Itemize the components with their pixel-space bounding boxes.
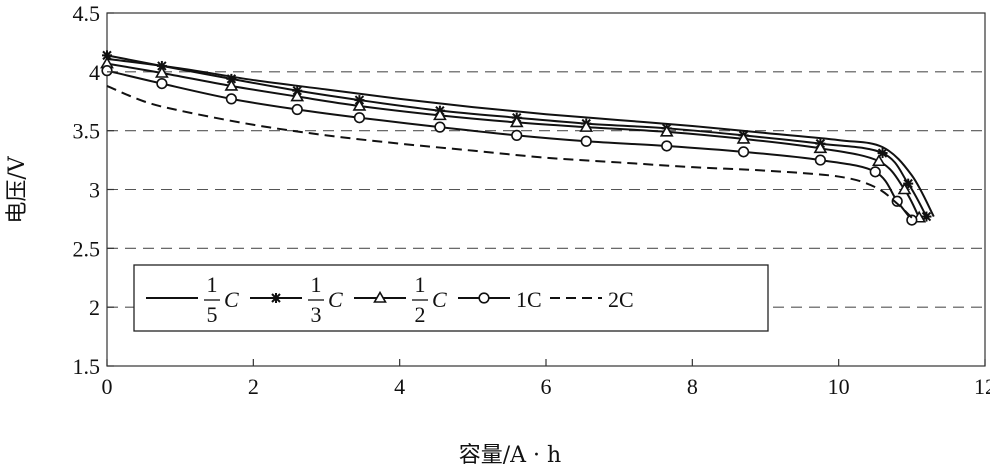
triangle-marker — [872, 154, 886, 167]
legend-numerator: 1 — [207, 272, 218, 297]
triangle-marker — [813, 141, 828, 154]
triangle-marker — [433, 108, 447, 121]
circle-marker — [434, 121, 446, 133]
legend-label: 1C — [516, 287, 542, 312]
series-line — [106, 85, 913, 219]
circle-marker — [906, 214, 918, 226]
triangle-marker — [352, 98, 367, 111]
circle-marker — [661, 140, 673, 152]
y-tick-label: 2 — [89, 295, 100, 320]
circle-marker — [156, 77, 168, 90]
y-tick-label: 4.5 — [73, 1, 101, 26]
y-tick-label: 1.5 — [73, 354, 101, 379]
legend-denominator: 3 — [311, 302, 322, 327]
y-axis-label: 电压/V — [5, 155, 30, 223]
legend-numerator: 1 — [311, 272, 322, 297]
circle-marker — [225, 93, 237, 105]
legend-box — [133, 264, 769, 332]
series-2 — [100, 56, 927, 223]
y-tick-label: 2.5 — [73, 236, 101, 261]
circle-marker — [580, 135, 592, 147]
triangle-marker — [579, 120, 594, 132]
x-tick-label: 6 — [541, 374, 552, 399]
legend-unit: C — [328, 287, 343, 312]
legend-item-3: 1C — [458, 287, 542, 312]
legend-unit: C — [224, 287, 239, 312]
legend-numerator: 1 — [415, 272, 426, 297]
legend-denominator: 5 — [207, 302, 218, 327]
star-marker — [271, 293, 281, 303]
triangle-marker — [373, 290, 387, 303]
triangle-marker — [224, 78, 239, 91]
series-4 — [106, 85, 913, 219]
star-marker — [877, 148, 888, 159]
series-layer — [100, 50, 935, 226]
circle-marker — [353, 112, 366, 124]
legend-denominator: 2 — [415, 302, 426, 327]
series-line — [106, 69, 913, 221]
x-tick-label: 12 — [974, 374, 990, 399]
series-0 — [106, 57, 935, 218]
triangle-marker — [659, 124, 674, 137]
y-tick-label: 3.5 — [73, 119, 101, 144]
circle-marker — [814, 154, 826, 166]
legend-item-2: 1 2C — [354, 272, 447, 327]
y-tick-label: 4 — [89, 60, 100, 85]
series-line — [106, 57, 935, 218]
circle-marker — [511, 129, 523, 141]
series-line — [106, 62, 921, 219]
x-axis-label: 容量/A · h — [459, 443, 561, 468]
y-tick-label: 3 — [89, 178, 100, 203]
circle-marker — [737, 146, 750, 158]
series-line — [106, 54, 928, 218]
x-tick-label: 10 — [828, 374, 850, 399]
x-tick-label: 4 — [394, 374, 405, 399]
triangle-marker — [154, 65, 169, 78]
circle-marker — [101, 65, 113, 77]
triangle-marker — [509, 115, 524, 128]
circle-marker — [291, 103, 303, 116]
triangle-marker — [897, 182, 912, 195]
legend-item-1: 1 3C — [250, 272, 343, 327]
legend-label: 2C — [608, 287, 634, 312]
legend-item-0: 1 5C — [146, 272, 239, 327]
x-tick-label: 0 — [102, 374, 113, 399]
series-3 — [101, 65, 918, 226]
triangle-marker — [290, 89, 305, 102]
x-tick-label: 2 — [248, 374, 259, 399]
legend-unit: C — [432, 287, 447, 312]
triangle-marker — [736, 131, 751, 144]
legend-item-4: 2C — [550, 287, 634, 312]
circle-marker — [891, 195, 903, 207]
circle-marker — [869, 166, 881, 178]
tick-layer: 0246810121.522.533.544.5 — [73, 1, 990, 399]
circle-marker — [478, 292, 490, 304]
x-tick-label: 8 — [687, 374, 698, 399]
